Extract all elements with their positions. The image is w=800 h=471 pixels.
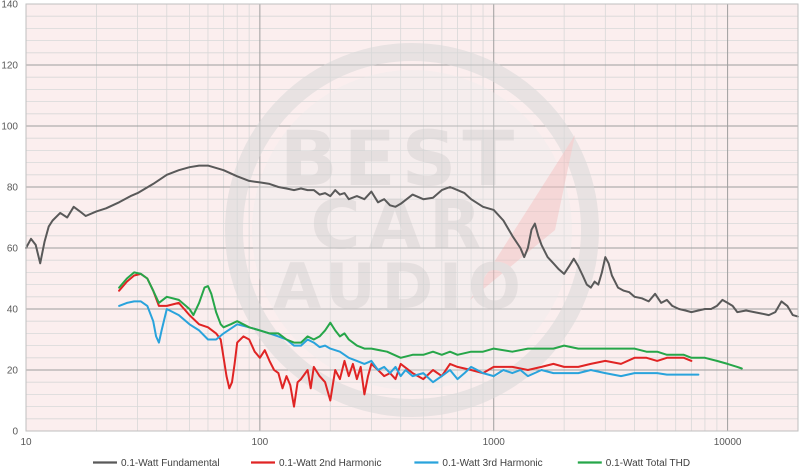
- watermark-word-1: BEST: [280, 114, 520, 203]
- x-tick-label: 1000: [483, 437, 506, 448]
- x-axis-ticks: 10 100 1000 10000: [20, 437, 742, 448]
- watermark-logo: BEST CAR AUDIO: [225, 43, 599, 417]
- y-tick-label: 140: [1, 0, 18, 11]
- legend-label: 0.1-Watt Fundamental: [121, 458, 220, 469]
- y-tick-label: 100: [1, 122, 18, 133]
- legend-item-2: 0.1-Watt 2nd Harmonic: [251, 458, 381, 469]
- legend-item-4: 0.1-Watt Total THD: [577, 458, 690, 469]
- legend: 0.1-Watt Fundamental 0.1-Watt 2nd Harmoni…: [93, 458, 690, 469]
- x-tick-label: 10000: [714, 437, 742, 448]
- plot-border: [25, 3, 799, 432]
- series-line-2: [118, 272, 693, 408]
- watermark-word-3: AUDIO: [273, 250, 527, 323]
- y-tick-label: 0: [12, 427, 18, 438]
- watermark-ring: [225, 43, 599, 417]
- y-tick-label: 40: [7, 305, 19, 316]
- series-line-1: [25, 164, 799, 318]
- y-axis-ticks: 0 20 40 60 80 100 120 140: [1, 0, 18, 438]
- legend-label: 0.1-Watt 3rd Harmonic: [442, 458, 542, 469]
- series-line-3: [118, 300, 700, 384]
- legend-label: 0.1-Watt Total THD: [606, 458, 690, 469]
- y-tick-label: 20: [7, 366, 19, 377]
- legend-item-1: 0.1-Watt Fundamental: [93, 458, 220, 469]
- watermark-arrow: [470, 135, 575, 300]
- series-lines: [25, 164, 799, 408]
- x-tick-label: 10: [20, 437, 32, 448]
- y-tick-label: 80: [7, 183, 19, 194]
- plot-background: [26, 4, 798, 431]
- x-tick-label: 100: [252, 437, 269, 448]
- y-tick-label: 120: [1, 61, 18, 72]
- watermark-word-2: CAR: [311, 186, 490, 265]
- y-tick-label: 60: [7, 244, 19, 255]
- series-line-4: [118, 271, 743, 370]
- watermark-disc: [252, 70, 572, 390]
- legend-label: 0.1-Watt 2nd Harmonic: [279, 458, 381, 469]
- legend-item-3: 0.1-Watt 3rd Harmonic: [414, 458, 543, 469]
